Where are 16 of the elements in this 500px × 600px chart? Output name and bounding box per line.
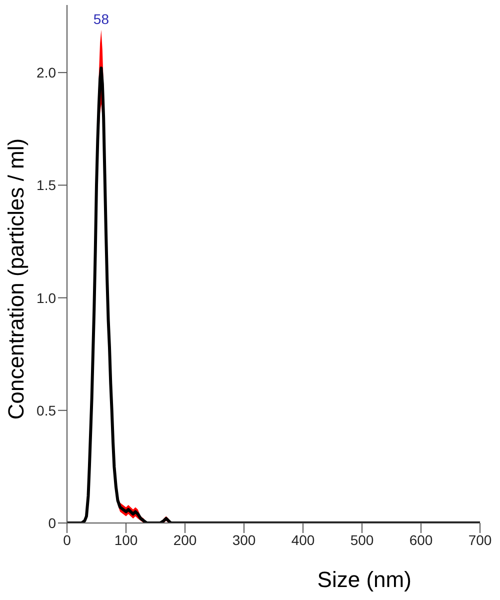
annotation: 58 <box>93 10 110 27</box>
x-axis-title: Size (nm) <box>317 567 412 592</box>
x-tick-label: 600 <box>409 532 433 548</box>
y-axis-title: Concentration (particles / ml) <box>4 138 28 420</box>
x-tick-label: 300 <box>232 532 256 548</box>
x-tick-label: 200 <box>173 532 197 548</box>
x-tick-label: 400 <box>291 532 315 548</box>
x-tick-label: 700 <box>468 532 492 548</box>
x-tick-label: 100 <box>114 532 138 548</box>
y-tick-label: 1.5 <box>36 177 56 194</box>
x-tick-label: 500 <box>350 532 374 548</box>
y-tick-label: 1.0 <box>36 290 56 306</box>
y-tick-label: 2.0 <box>36 64 56 81</box>
x-tick-label: 0 <box>63 532 72 548</box>
y-tick-label: 0.5 <box>36 402 56 418</box>
y-tick-label: 0 <box>48 514 56 531</box>
